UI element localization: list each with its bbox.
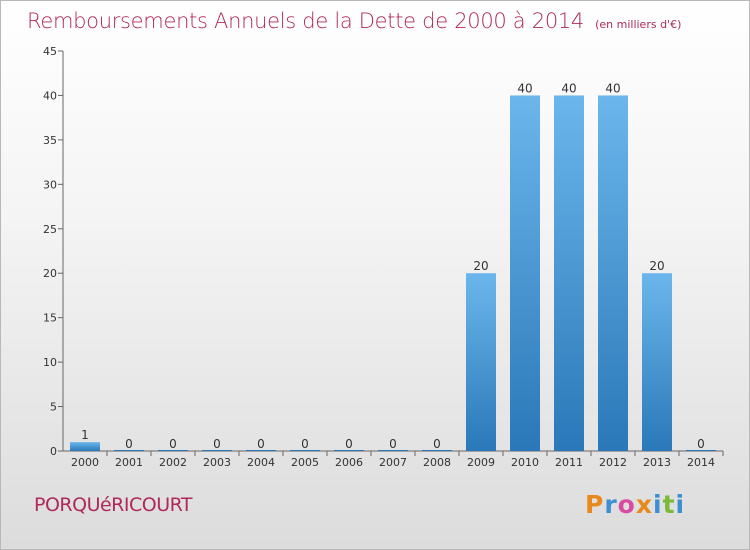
y-tick-label: 25: [43, 223, 57, 236]
data-label-2000: 1: [81, 428, 89, 442]
x-tick-label: 2006: [335, 456, 363, 469]
x-tick-label: 2001: [115, 456, 143, 469]
y-tick-label: 30: [43, 178, 57, 191]
x-tick-label: 2013: [643, 456, 671, 469]
title-line: Remboursements Annuels de la Dette de 20…: [27, 9, 681, 33]
chart-title: Remboursements Annuels de la Dette de 20…: [27, 9, 584, 33]
x-tick-label: 2011: [555, 456, 583, 469]
y-tick-label: 35: [43, 134, 57, 147]
data-label-2011: 40: [561, 81, 576, 95]
y-tick-label: 40: [43, 89, 57, 102]
x-tick-label: 2004: [247, 456, 275, 469]
bar-2007: [378, 450, 408, 451]
data-label-2008: 0: [433, 437, 441, 451]
x-tick-label: 2002: [159, 456, 187, 469]
bar-2003: [202, 450, 232, 451]
y-tick-label: 5: [50, 401, 57, 414]
data-label-2009: 20: [473, 259, 488, 273]
bar-2001: [114, 450, 144, 451]
x-tick-label: 2008: [423, 456, 451, 469]
x-tick-label: 2010: [511, 456, 539, 469]
chart-unit: (en milliers d'€): [595, 18, 682, 31]
bar-2000: [70, 442, 100, 451]
brand-letter: x: [635, 490, 653, 519]
brand-letter: t: [662, 490, 676, 519]
bar-2004: [246, 450, 276, 451]
data-label-2001: 0: [125, 437, 133, 451]
x-tick-label: 2007: [379, 456, 407, 469]
bar-2009: [466, 273, 496, 451]
data-label-2004: 0: [257, 437, 265, 451]
brand-letter: o: [617, 490, 636, 519]
bar-2014: [686, 450, 716, 451]
x-tick-label: 2000: [71, 456, 99, 469]
data-labels: 1 0 0 0 0 0 0 0 0 20 40 40 40 20 0: [81, 81, 705, 451]
data-label-2005: 0: [301, 437, 309, 451]
bars: [70, 95, 716, 451]
bar-2010: [510, 95, 540, 451]
commune-name: PORQUéRICOURT: [34, 494, 193, 516]
bar-2005: [290, 450, 320, 451]
x-tick-label: 2003: [203, 456, 231, 469]
bar-2013: [642, 273, 672, 451]
y-tick-label: 0: [50, 445, 57, 458]
data-label-2007: 0: [389, 437, 397, 451]
data-label-2012: 40: [605, 81, 620, 95]
y-tick-label: 15: [43, 312, 57, 325]
brand-letter: P: [585, 490, 605, 519]
y-tick-label: 10: [43, 356, 57, 369]
bar-2006: [334, 450, 364, 451]
brand-letter: i: [653, 490, 663, 519]
y-tick-label: 20: [43, 267, 57, 280]
data-label-2006: 0: [345, 437, 353, 451]
bar-2008: [422, 450, 452, 451]
brand-letter: i: [675, 490, 686, 519]
bar-2012: [598, 95, 628, 451]
x-tick-label: 2014: [687, 456, 715, 469]
data-label-2014: 0: [697, 437, 705, 451]
x-tick-label: 2005: [291, 456, 319, 469]
x-tick-label: 2012: [599, 456, 627, 469]
bar-2011: [554, 95, 584, 451]
brand-letter: r: [604, 490, 618, 519]
data-label-2010: 40: [517, 81, 532, 95]
data-label-2002: 0: [169, 437, 177, 451]
proxiti-logo[interactable]: Proxiti: [585, 490, 685, 519]
bar-2002: [158, 450, 188, 451]
y-tick-label: 45: [43, 45, 57, 58]
data-label-2003: 0: [213, 437, 221, 451]
x-tick-label: 2009: [467, 456, 495, 469]
data-label-2013: 20: [649, 259, 664, 273]
